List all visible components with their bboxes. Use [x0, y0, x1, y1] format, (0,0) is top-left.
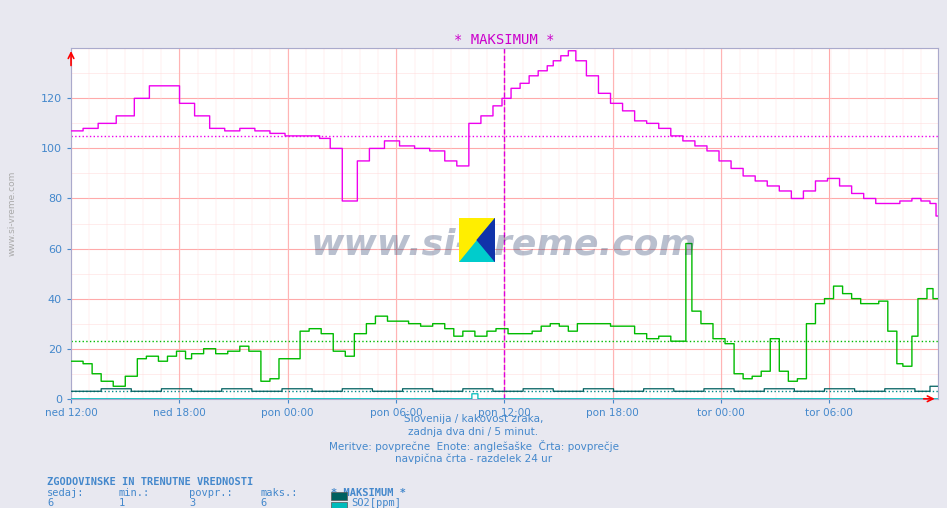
Title: * MAKSIMUM *: * MAKSIMUM *: [454, 33, 555, 47]
Text: 6: 6: [260, 498, 267, 508]
Text: * MAKSIMUM *: * MAKSIMUM *: [331, 488, 406, 498]
Text: povpr.:: povpr.:: [189, 488, 233, 498]
Text: www.si-vreme.com: www.si-vreme.com: [8, 171, 17, 256]
Text: Meritve: povprečne  Enote: anglešaške  Črta: povprečje: Meritve: povprečne Enote: anglešaške Črt…: [329, 440, 618, 453]
Text: navpična črta - razdelek 24 ur: navpična črta - razdelek 24 ur: [395, 454, 552, 464]
Text: 1: 1: [118, 498, 125, 508]
Polygon shape: [459, 218, 495, 262]
Text: www.si-vreme.com: www.si-vreme.com: [312, 228, 697, 262]
Text: 3: 3: [189, 498, 196, 508]
Text: Slovenija / kakovost zraka,: Slovenija / kakovost zraka,: [403, 414, 544, 424]
Text: sedaj:: sedaj:: [47, 488, 85, 498]
Text: zadnja dva dni / 5 minut.: zadnja dva dni / 5 minut.: [408, 427, 539, 437]
Text: 6: 6: [47, 498, 54, 508]
Text: ZGODOVINSKE IN TRENUTNE VREDNOSTI: ZGODOVINSKE IN TRENUTNE VREDNOSTI: [47, 477, 254, 487]
Text: SO2[ppm]: SO2[ppm]: [351, 498, 402, 508]
Text: min.:: min.:: [118, 488, 150, 498]
Text: maks.:: maks.:: [260, 488, 298, 498]
Polygon shape: [459, 218, 495, 262]
Polygon shape: [477, 218, 495, 262]
